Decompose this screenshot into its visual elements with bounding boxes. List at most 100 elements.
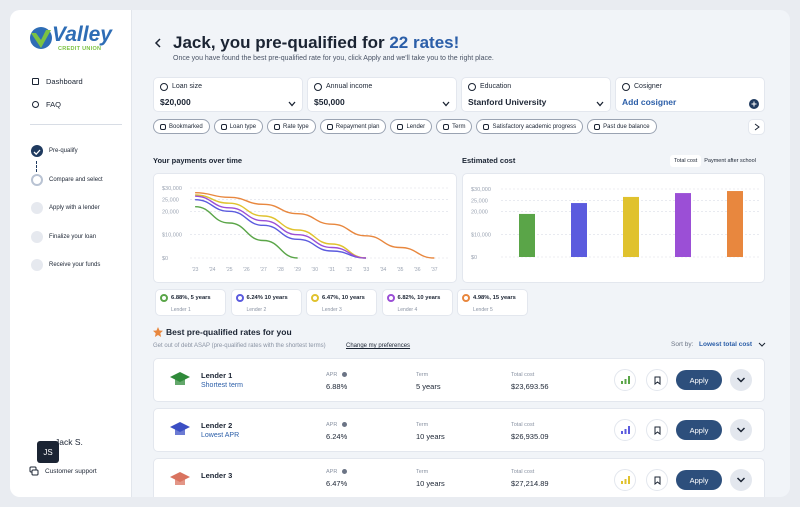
filter-chip[interactable]: Repayment plan (319, 119, 387, 134)
legend-name: Lender 2 (246, 307, 267, 313)
apply-button[interactable]: Apply (676, 470, 722, 490)
bar (675, 193, 691, 257)
filter-label: Annual income (326, 83, 373, 90)
chips: Bookmarked Loan type Rate type Repayment pl… (153, 119, 657, 134)
filter-select[interactable]: Annual income $50,000 (307, 77, 457, 112)
divider (30, 124, 122, 125)
filter-chip[interactable]: Past due balance (587, 119, 657, 134)
chip-icon (397, 123, 404, 130)
dropdown-caret (287, 96, 297, 107)
x-tick-label: '28 (277, 267, 284, 273)
x-tick-label: '33 (363, 267, 370, 273)
nav-icon (32, 78, 39, 85)
expand-button[interactable] (730, 369, 752, 391)
y-tick-label: 20,000 (162, 209, 179, 215)
toggle-option[interactable]: Total cost (670, 155, 702, 167)
field-value: $26,935.09 (511, 432, 549, 441)
title-highlight: 22 rates! (389, 33, 460, 52)
x-tick-label: '32 (346, 267, 353, 273)
step-marker (31, 231, 43, 243)
y-tick-label: 20,000 (471, 210, 488, 216)
lender-logo (170, 422, 190, 436)
chip-label: Past due balance (603, 123, 650, 130)
nav-item[interactable]: Dashboard (46, 77, 83, 86)
legend-card[interactable]: 6.88%, 5 years Lender 1 (155, 289, 226, 316)
chip-icon (274, 123, 281, 130)
field-value: 6.24% (326, 432, 348, 441)
expand-button[interactable] (730, 469, 752, 491)
chip-icon (220, 123, 227, 130)
filter-chip[interactable]: Satisfactory academic progress (476, 119, 584, 134)
filter-chip[interactable]: Loan type (213, 119, 264, 134)
signal-button[interactable] (614, 469, 636, 491)
filter-select[interactable]: Loan size $20,000 (153, 77, 303, 112)
x-tick-label: '24 (209, 267, 216, 273)
step-label: Apply with a lender (49, 205, 100, 211)
legend-label: 6.88%, 5 years (171, 294, 211, 301)
lender-tag: Lowest APR (201, 432, 240, 439)
filter-select[interactable]: Cosigner Add cosigner (615, 77, 765, 112)
x-tick-label: '34 (380, 267, 387, 273)
chips-next[interactable] (748, 119, 765, 135)
user-name: Jack S. (55, 437, 83, 447)
expand-button[interactable] (730, 419, 752, 441)
filter-label: Cosigner (634, 83, 663, 90)
filter-value: $50,000 (314, 97, 345, 107)
legend-card[interactable]: 4.98%, 15 years Lender 5 (457, 289, 528, 316)
series-line (195, 198, 366, 259)
legend-card[interactable]: 6.24% 10 years Lender 2 (230, 289, 302, 316)
series-line (195, 195, 366, 259)
filter-chip[interactable]: Lender (390, 119, 433, 134)
back-button[interactable] (153, 37, 163, 49)
y-tick-label: 25,000 (471, 198, 488, 204)
field-value: $23,693.56 (511, 382, 549, 391)
legend-swatch (235, 294, 244, 302)
step-label: Pre-qualify (49, 148, 78, 154)
filter-value: Stanford University (468, 97, 547, 107)
filter-chip[interactable]: Bookmarked (153, 119, 210, 134)
toggle-option[interactable]: Payment after school (704, 158, 756, 164)
x-tick-label: '27 (260, 267, 267, 273)
chip-label: Repayment plan (335, 123, 380, 130)
sort-select[interactable]: Lowest total cost (699, 341, 753, 348)
preferences-link[interactable]: Change my preferences (346, 343, 411, 349)
support-link[interactable]: Customer support (45, 468, 97, 475)
field-label: Term (416, 372, 429, 378)
chip-icon (326, 123, 333, 130)
legend-card[interactable]: 6.47%, 10 years Lender 3 (306, 289, 377, 316)
legend-swatch (386, 294, 395, 302)
bookmark-button[interactable] (646, 469, 668, 491)
y-tick-label: $10,000 (162, 233, 182, 239)
apply-button[interactable]: Apply (676, 370, 722, 390)
x-tick-label: '29 (294, 267, 301, 273)
lender-name: Lender 3 (201, 471, 233, 480)
filter-select[interactable]: Education Stanford University (461, 77, 611, 112)
field-label: APR (326, 372, 338, 378)
legend-name: Lender 5 (473, 307, 493, 313)
apply-button[interactable]: Apply (676, 420, 722, 440)
series-line (195, 194, 367, 259)
y-tick-label: 25,000 (162, 198, 179, 204)
x-tick-label: '35 (397, 267, 404, 273)
filter-value: Add cosigner (622, 97, 677, 107)
field-value: 10 years (416, 432, 445, 441)
step-marker (31, 202, 43, 214)
field-value: 6.47% (326, 479, 348, 488)
filter-chip[interactable]: Term (436, 119, 473, 134)
nav-item[interactable]: FAQ (46, 100, 62, 109)
chip-label: Satisfactory academic progress (492, 123, 577, 130)
bookmark-button[interactable] (646, 419, 668, 441)
cost-toggle: Total cost Payment after school (670, 155, 765, 167)
signal-button[interactable] (614, 369, 636, 391)
legend-label: 6.24% 10 years (246, 294, 288, 301)
series-line (195, 191, 435, 259)
filter-chip[interactable]: Rate type (267, 119, 316, 134)
field-label: Term (416, 422, 429, 428)
lender-tag: Shortest term (201, 382, 244, 389)
info-icon (342, 372, 347, 377)
bookmark-button[interactable] (646, 369, 668, 391)
signal-button[interactable] (614, 419, 636, 441)
bar (623, 196, 639, 257)
legend-card[interactable]: 6.82%, 10 years Lender 4 (381, 289, 453, 316)
field-label: APR (326, 469, 338, 475)
